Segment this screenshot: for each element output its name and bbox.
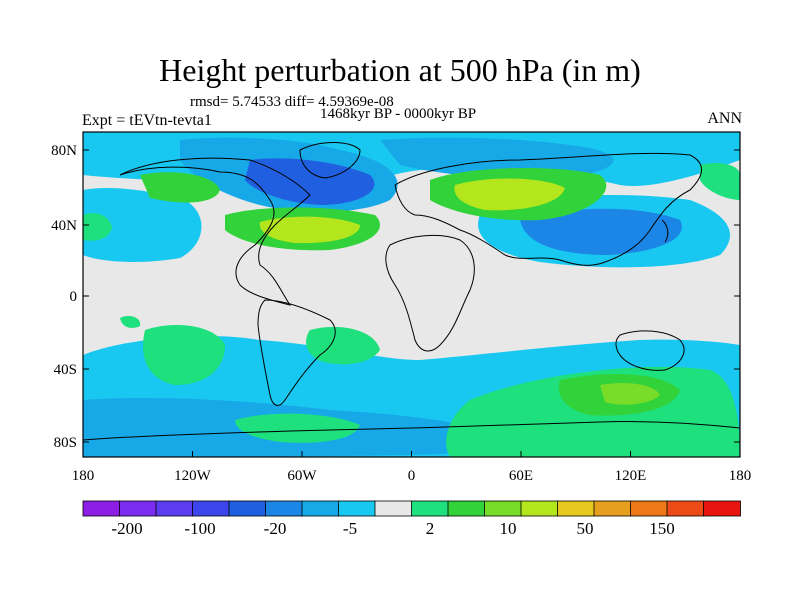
field-north-pacific-core xyxy=(520,208,682,255)
lon-label: 60E xyxy=(509,468,533,484)
field-siberia-blue xyxy=(380,137,614,179)
field-northeast-pacific-blue xyxy=(83,188,202,262)
colorbar-swatch xyxy=(484,500,522,517)
colorbar-swatch xyxy=(82,500,121,517)
lon-ticks: 180 120W 60W 0 60E 120E 180 xyxy=(72,451,752,484)
lon-label: 120W xyxy=(174,468,212,484)
colorbar-swatch xyxy=(447,500,486,517)
coast-africa xyxy=(385,235,475,352)
experiment-label: Expt = tEVtn-tevta1 xyxy=(82,112,212,129)
coast-south-america xyxy=(257,299,336,406)
colorbar-swatch xyxy=(119,500,157,517)
height-perturbation-field xyxy=(83,132,740,457)
colorbar-swatch xyxy=(228,500,267,517)
field-equatorial-green xyxy=(120,315,141,328)
colorbar-label: -5 xyxy=(343,519,357,538)
colorbar-label: -20 xyxy=(264,519,287,538)
field-west-green xyxy=(83,213,112,241)
lat-label: 0 xyxy=(70,289,78,305)
coastlines xyxy=(83,142,740,441)
lon-label: 60W xyxy=(287,468,317,484)
colorbar-swatch xyxy=(593,500,632,517)
field-antarctic-green xyxy=(235,413,360,443)
season-label: ANN xyxy=(707,110,742,127)
colorbar: -200 -100 -20 -5 2 10 50 150 xyxy=(82,500,741,538)
coast-north-america xyxy=(119,157,311,306)
field-north-atlantic-core xyxy=(245,158,375,205)
colorbar-swatch xyxy=(630,500,668,517)
colorbar-swatch xyxy=(265,500,303,517)
colorbar-label: 150 xyxy=(649,519,675,538)
coast-japan xyxy=(661,219,669,243)
field-far-east-green xyxy=(700,163,740,200)
colorbar-label: 2 xyxy=(426,519,435,538)
colorbar-swatch xyxy=(192,500,230,517)
field-south-indian-center xyxy=(600,383,660,405)
colorbar-swatch xyxy=(301,500,340,517)
colorbar-label: 10 xyxy=(500,519,517,538)
field-south-pacific-green xyxy=(143,325,225,385)
map-title: Height perturbation at 500 hPa (in m) xyxy=(159,52,641,88)
field-eurasia-yellow xyxy=(454,178,565,211)
lat-label: 40S xyxy=(54,362,77,378)
coast-greenland xyxy=(299,142,361,179)
lat-label: 80S xyxy=(54,435,77,451)
colorbar-swatch xyxy=(411,500,449,517)
field-canada-green xyxy=(140,172,220,203)
colorbar-swatch xyxy=(703,500,741,517)
colorbar-swatch xyxy=(520,500,559,517)
lon-label: 0 xyxy=(408,468,416,484)
lat-label: 80N xyxy=(51,143,77,159)
colorbar-swatch xyxy=(666,500,705,517)
colorbar-swatch xyxy=(338,500,376,517)
lon-label: 120E xyxy=(615,468,647,484)
colorbar-label: -200 xyxy=(111,519,142,538)
colorbar-swatch xyxy=(557,500,595,517)
colorbar-swatch xyxy=(155,500,194,517)
coast-europe-asia xyxy=(394,152,702,266)
coast-australia xyxy=(615,330,685,371)
lon-label: 180 xyxy=(72,468,95,484)
colorbar-label: -100 xyxy=(184,519,215,538)
colorbar-label: 50 xyxy=(577,519,594,538)
field-south-atlantic-green xyxy=(306,326,380,365)
coast-antarctica xyxy=(83,421,740,441)
stats-label: rmsd= 5.74533 diff= 4.59369e-08 xyxy=(190,94,394,110)
lat-label: 40N xyxy=(51,218,77,234)
field-north-atlantic-yellow xyxy=(259,216,360,244)
lat-ticks: 80N 40N 0 40S 80S xyxy=(51,143,740,451)
lon-label: 180 xyxy=(729,468,752,484)
period-label: 1468kyr BP - 0000kyr BP xyxy=(320,106,477,122)
colorbar-swatch xyxy=(374,500,413,517)
